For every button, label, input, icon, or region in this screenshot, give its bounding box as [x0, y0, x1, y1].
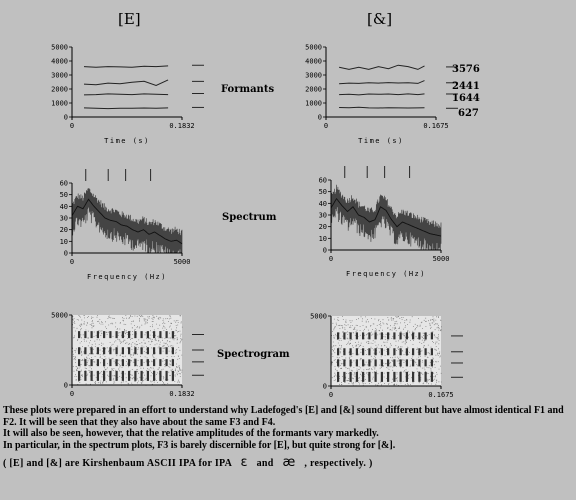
note-paragraph-2: It will also be seen, however, that the …: [3, 428, 379, 439]
ipa-ash-glyph: æ: [282, 455, 296, 470]
x-tick-label: 0: [70, 390, 74, 398]
y-tick-label: 30: [60, 215, 68, 223]
y-tick-label: 0: [323, 383, 327, 391]
y-tick-label: 3000: [51, 72, 68, 80]
spectrum-trace: [330, 184, 442, 251]
y-tick-label: 5000: [51, 312, 68, 320]
formant-label-f4: 3576: [452, 64, 480, 75]
x-axis-label: Frequency (Hz): [346, 270, 426, 278]
formant-track-2: [83, 79, 169, 87]
y-tick-label: 60: [319, 177, 327, 185]
formant-band-2: [337, 359, 433, 367]
y-tick-label: 60: [60, 180, 68, 188]
formant-track-1: [83, 65, 169, 68]
y-tick-label: 1000: [51, 100, 68, 108]
footnote-after: , respectively. ): [304, 458, 373, 469]
formant-track-2: [339, 80, 425, 85]
formant-label-f3: 2441: [452, 81, 480, 92]
y-tick-label: 50: [319, 188, 327, 196]
y-tick-label: 40: [319, 200, 327, 208]
footnote-before: ( [E] and [&] are Kirshenbaum ASCII IPA …: [3, 458, 232, 469]
y-tick-label: 0: [64, 382, 68, 390]
formant-track-4: [339, 106, 425, 109]
x-tick-label: 0.1832: [169, 390, 194, 398]
note-paragraph-1: These plots were prepared in an effort t…: [3, 405, 564, 428]
y-tick-label: 4000: [305, 58, 322, 66]
x-axis-label: Time (s): [104, 137, 150, 145]
x-tick-label: 0: [70, 122, 74, 130]
y-tick-label: 2000: [305, 86, 322, 94]
x-axis-label: Time (s): [358, 137, 404, 145]
formant-band-3: [78, 347, 174, 355]
y-tick-label: 5000: [51, 44, 68, 52]
row-label-spectrogram: Spectrogram: [217, 349, 290, 360]
footnote-middle: and: [256, 458, 274, 469]
y-tick-label: 0: [323, 247, 327, 255]
x-tick-label: 5000: [174, 258, 191, 266]
x-tick-label: 0.1832: [169, 122, 194, 130]
caption-notes: These plots were prepared in an effort t…: [3, 405, 573, 470]
x-tick-label: 0: [329, 255, 333, 263]
figure-canvas: [E] [&] Formants Spectrum Spectrogram 35…: [51, 10, 480, 399]
y-tick-label: 2000: [51, 86, 68, 94]
y-tick-label: 20: [60, 226, 68, 234]
y-tick-label: 0: [64, 114, 68, 122]
formant-track-4: [83, 107, 169, 110]
formant-band-1: [78, 370, 174, 381]
x-tick-label: 0.1675: [428, 391, 453, 399]
formant-band-1: [337, 371, 433, 382]
y-tick-label: 20: [319, 223, 327, 231]
heading-right: [&]: [367, 10, 392, 28]
formant-track-1: [338, 64, 425, 70]
x-axis-label: Frequency (Hz): [87, 273, 167, 281]
x-tick-label: 0: [329, 391, 333, 399]
formant-track-3: [83, 93, 169, 96]
row-label-spectrum: Spectrum: [222, 212, 277, 223]
chart-spectrum-E: 0 10 20 30 40 50 60 0 5000 Frequency (Hz): [60, 169, 191, 281]
spectrum-trace: [71, 188, 183, 254]
x-tick-label: 0: [324, 122, 328, 130]
spectrogram-speckle: [331, 316, 442, 387]
y-tick-label: 0: [64, 250, 68, 258]
x-tick-label: 0: [70, 258, 74, 266]
y-tick-label: 3000: [305, 72, 322, 80]
y-tick-label: 40: [60, 203, 68, 211]
y-tick-label: 5000: [310, 313, 327, 321]
chart-spectrum-ae: 0 10 20 30 40 50 60 0 5000 Frequency (Hz): [319, 166, 450, 278]
x-tick-label: 5000: [433, 255, 450, 263]
row-label-formants: Formants: [221, 84, 274, 95]
formant-value-labels: 3576 2441 1644 627: [452, 64, 480, 119]
ipa-epsilon-glyph: ɛ: [240, 455, 248, 470]
formant-label-f2: 1644: [452, 93, 480, 104]
note-paragraph-3: In particular, in the spectrum plots, F3…: [3, 439, 396, 451]
spectrum-envelope: [71, 198, 183, 245]
y-tick-label: 10: [319, 235, 327, 243]
formant-band-4: [78, 331, 174, 339]
y-tick-label: 5000: [305, 44, 322, 52]
formant-track-3: [339, 93, 425, 96]
formant-band-3: [337, 348, 433, 356]
x-tick-label: 0.1675: [423, 122, 448, 130]
formant-label-f1: 627: [458, 108, 479, 119]
formant-band-2: [78, 359, 174, 367]
y-tick-label: 1000: [305, 100, 322, 108]
y-tick-label: 30: [319, 212, 327, 220]
spectrum-envelope: [330, 197, 442, 237]
y-tick-label: 10: [60, 238, 68, 246]
chart-formants-ae: 0 1000 2000 3000 4000 5000 0 0.1675 Time (s): [305, 44, 458, 145]
chart-formants-E: 0 1000 2000 3000 4000 5000 0 0.1832 Time (s): [51, 44, 204, 145]
formant-band-4: [337, 332, 433, 340]
y-tick-label: 4000: [51, 58, 68, 66]
y-tick-label: 0: [318, 114, 322, 122]
heading-left: [E]: [118, 10, 141, 28]
footnote: ( [E] and [&] are Kirshenbaum ASCII IPA …: [3, 455, 573, 470]
spectrogram-speckle: [72, 315, 183, 386]
y-tick-label: 50: [60, 191, 68, 199]
